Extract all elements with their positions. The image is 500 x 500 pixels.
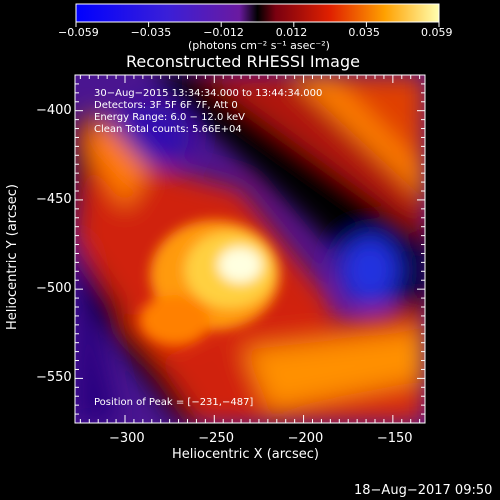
annotation-clean-counts: Clean Total counts: 5.66E+04 [94,124,242,135]
annotation-energy-range: Energy Range: 6.0 − 12.0 keV [94,112,245,123]
x-axis-label: Heliocentric X (arcsec) [172,447,319,462]
heatmap-image [75,75,425,423]
y-tick-label: −450 [36,191,72,207]
colorbar-ticks [75,22,440,27]
annotation-time-range: 30−Aug−2015 13:34:34.000 to 13:44:34.000 [94,88,323,99]
colorbar-tick-label: 0.059 [421,26,453,39]
colorbar-tick-label: 0.012 [275,26,308,39]
y-tick-label: −550 [36,370,72,386]
chart-title: Reconstructed RHESSI Image [126,52,360,71]
x-tick-label: −300 [109,431,145,446]
colorbar-units: (photons cm⁻² s⁻¹ asec⁻²) [188,39,330,52]
x-tick-label: −200 [287,431,324,446]
x-tick-label: −150 [376,431,413,446]
colorbar-tick-label: 0.035 [348,26,380,39]
colorbar-tick-label: −0.059 [58,26,99,39]
y-tick-label: −500 [36,281,72,297]
colorbar-tick-label: −0.035 [130,26,172,39]
colorbar-tick-label: −0.012 [203,26,244,39]
x-tick-label: −250 [198,431,234,446]
footer-timestamp: 18−Aug−2017 09:50 [354,483,493,498]
axis-ticks [75,74,425,424]
annotation-peak-position: Position of Peak = [−231,−487] [94,397,254,408]
y-axis-label: Heliocentric Y (arcsec) [5,184,20,330]
annotation-detectors: Detectors: 3F 5F 6F 7F, Att 0 [94,100,238,111]
colorbar [75,3,440,23]
y-tick-label: −400 [36,102,72,118]
